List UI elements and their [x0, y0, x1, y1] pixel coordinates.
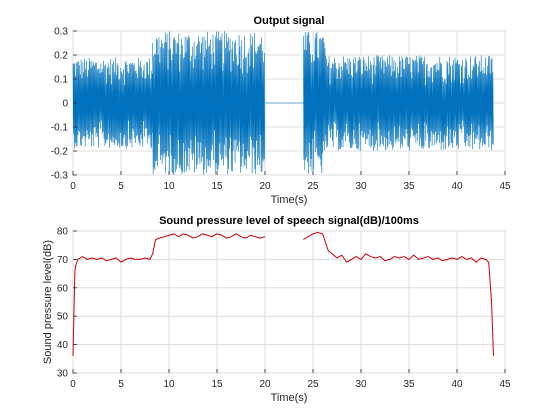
y-tick-label: 0.1: [54, 75, 68, 86]
x-tick-label: 20: [259, 181, 271, 192]
y-tick-label: -0.2: [51, 147, 69, 158]
sound-pressure-ticks: 0 5 10 15 20 25 30 35 40 45 30 40 50 60 70 80: [57, 227, 511, 391]
x-tick-label: 0: [70, 379, 76, 390]
spl-line-segment-2: [303, 231, 494, 356]
x-tick-label: 45: [499, 181, 511, 192]
x-tick-label: 10: [163, 181, 175, 192]
x-tick-label: 25: [307, 181, 319, 192]
y-tick-label: 40: [57, 340, 69, 351]
y-tick-label: -0.3: [51, 171, 69, 182]
x-tick-label: 35: [403, 181, 415, 192]
x-tick-label: 5: [118, 181, 124, 192]
sound-pressure-panel: 0 5 10 15 20 25 30 35 40 45 30 40 50 60 70 80 Sound pre…: [42, 215, 511, 404]
x-tick-label: 25: [307, 379, 319, 390]
y-tick-label: 80: [57, 227, 69, 238]
x-tick-label: 40: [451, 379, 463, 390]
y-tick-label: 0: [62, 99, 68, 110]
output-signal-x-axis-label: Time(s): [271, 194, 308, 206]
y-tick-label: 30: [57, 369, 69, 380]
sound-pressure-x-axis-label: Time(s): [271, 392, 308, 404]
y-tick-label: 70: [57, 255, 69, 266]
x-tick-label: 0: [70, 181, 76, 192]
x-tick-label: 15: [211, 181, 223, 192]
x-tick-label: 15: [211, 379, 223, 390]
x-tick-label: 35: [403, 379, 415, 390]
output-signal-marks: [72, 31, 494, 175]
x-tick-label: 10: [163, 379, 175, 390]
x-tick-label: 30: [355, 379, 367, 390]
y-tick-label: -0.1: [51, 123, 69, 134]
sound-pressure-title: Sound pressure level of speech signal(dB…: [159, 215, 419, 227]
x-tick-label: 30: [355, 181, 367, 192]
output-signal-title: Output signal: [254, 15, 325, 27]
sound-pressure-plot-area: [72, 230, 506, 374]
output-signal-panel: 0 5 10 15 20 25 30 35 40 45 -0.3 -0.2 -0.1 0 0.1 0.2 0.3…: [51, 15, 511, 206]
x-tick-label: 40: [451, 181, 463, 192]
sound-pressure-marks: [72, 231, 494, 356]
x-tick-label: 45: [499, 379, 511, 390]
y-tick-label: 60: [57, 283, 69, 294]
y-tick-label: 0.3: [54, 27, 68, 38]
sound-pressure-y-axis-label: Sound pressure level(dB): [42, 240, 54, 364]
output-signal-ticks: 0 5 10 15 20 25 30 35 40 45 -0.3 -0.2 -0.1 0 0.1 0.2 0.3: [51, 27, 511, 193]
y-tick-label: 0.2: [54, 51, 68, 62]
waveform-line: [72, 31, 494, 175]
spl-line-segment-1: [72, 233, 266, 356]
y-tick-label: 50: [57, 312, 69, 323]
x-tick-label: 20: [259, 379, 271, 390]
x-tick-label: 5: [118, 379, 124, 390]
